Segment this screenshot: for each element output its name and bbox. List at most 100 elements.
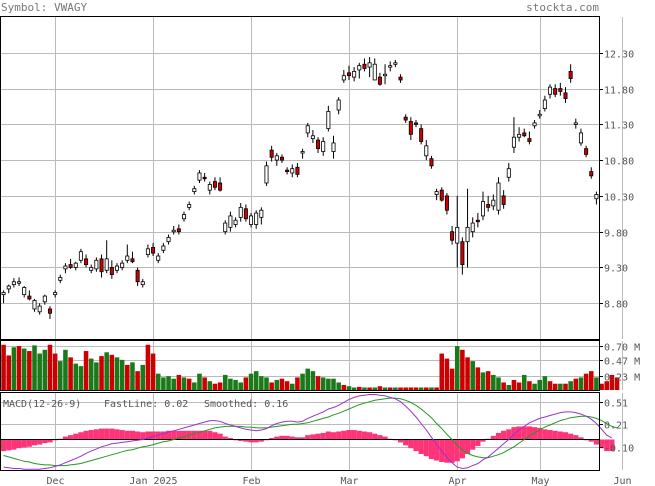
- volume-bar: [181, 377, 187, 390]
- volume-bar: [496, 377, 501, 390]
- macd-histogram-bar: [449, 439, 455, 463]
- candle-up: [352, 70, 357, 78]
- macd-histogram-bar: [593, 439, 599, 445]
- volume-bar: [83, 351, 89, 390]
- macd-tick-label: 0.21: [604, 421, 628, 432]
- price-grid: [1, 17, 623, 339]
- volume-bar: [491, 374, 496, 390]
- volume-bar: [351, 387, 357, 390]
- macd-histogram-bar: [37, 439, 43, 445]
- price-tick-label: 10.30: [604, 193, 634, 204]
- macd-histogram-bar: [305, 435, 311, 440]
- site-label: stockta.com: [526, 1, 599, 14]
- macd-histogram-bar: [490, 435, 496, 440]
- volume-bar: [16, 346, 22, 390]
- candle-up: [78, 251, 83, 261]
- macd-histogram-bar: [413, 439, 419, 452]
- candle-down: [269, 149, 274, 158]
- volume-bar: [588, 371, 594, 390]
- volume-bar: [336, 382, 341, 390]
- price-tick-label: 8.80: [604, 300, 628, 311]
- macd-panel-border: [0, 392, 600, 471]
- macd-histogram-bar: [341, 430, 347, 440]
- volume-bar: [527, 381, 532, 390]
- volume-bar: [408, 387, 414, 390]
- candle-up: [383, 73, 388, 77]
- candle-down: [279, 156, 284, 161]
- candle-up: [187, 204, 192, 208]
- candle-up: [470, 222, 475, 233]
- macd-histogram-bar: [150, 431, 156, 440]
- candle-up: [37, 305, 42, 313]
- candle-up: [228, 215, 233, 228]
- macd-histogram-bar: [42, 439, 48, 444]
- macd-histogram-bar: [217, 433, 223, 440]
- volume-bar: [228, 378, 233, 390]
- volume-bar: [238, 382, 243, 390]
- macd-histogram-bar: [428, 439, 435, 460]
- volume-bar: [109, 354, 115, 390]
- volume-bar: [434, 387, 439, 390]
- volume-bar: [171, 378, 176, 390]
- candle-up: [223, 222, 228, 233]
- candle-up: [120, 262, 125, 268]
- volume-bar: [429, 387, 434, 390]
- volume-bar: [6, 355, 12, 390]
- candle-down: [47, 308, 52, 314]
- volume-tick-label: 0.47 M: [604, 357, 640, 368]
- volume-bar: [568, 381, 573, 390]
- macd-fast-line: [3, 394, 613, 470]
- volume-bar: [78, 366, 84, 390]
- volume-bar: [150, 353, 156, 390]
- volume-tick-label: 0.70 M: [604, 343, 640, 354]
- volume-bar: [583, 373, 589, 390]
- x-tick-label: Jan 2025: [129, 476, 177, 486]
- candle-down: [553, 88, 558, 95]
- macd-histogram-bar: [202, 430, 208, 440]
- volume-bar: [58, 361, 63, 390]
- candle-down: [429, 158, 434, 167]
- volume-bar: [32, 345, 37, 390]
- macd-histogram-bar: [480, 439, 486, 442]
- macd-histogram-bar: [609, 439, 615, 452]
- candle-down: [398, 76, 403, 81]
- candle-up: [393, 62, 398, 65]
- volume-bar: [439, 353, 445, 390]
- volume-bar: [331, 378, 336, 390]
- candle-up: [125, 255, 130, 261]
- macd-histogram-bar: [181, 430, 187, 440]
- volume-bar: [264, 377, 269, 390]
- macd-histogram-bar: [459, 439, 465, 459]
- macd-histogram-bar: [6, 439, 12, 451]
- macd-histogram-bar: [423, 439, 429, 457]
- volume-bar: [382, 387, 388, 390]
- macd-histogram-bar: [330, 432, 337, 440]
- volume-bar: [315, 376, 321, 390]
- volume-bar: [279, 378, 285, 390]
- candle-up: [481, 201, 486, 217]
- macd-legend-smoothed: Smoothed: 0.16: [204, 399, 288, 410]
- symbol-label: Symbol: VWAGY: [1, 1, 87, 14]
- volume-bar: [424, 387, 429, 390]
- volume-bar: [609, 374, 615, 390]
- candle-down: [130, 258, 135, 263]
- candle-up: [341, 75, 346, 81]
- macd-histogram-bar: [78, 432, 84, 440]
- volume-bar: [155, 373, 161, 390]
- candle-down: [522, 132, 527, 137]
- macd-histogram-bar: [336, 431, 342, 440]
- macd-histogram-bar: [129, 430, 136, 440]
- candle-down: [408, 121, 413, 135]
- candle-up: [594, 194, 599, 200]
- volume-bar: [197, 373, 202, 390]
- volume-bar: [166, 376, 171, 390]
- volume-bar: [454, 346, 460, 390]
- candle-up: [249, 215, 254, 225]
- candle-up: [254, 212, 259, 225]
- macd-histogram-bar: [289, 436, 295, 440]
- macd-histogram-bar: [227, 438, 233, 440]
- macd-histogram-bar: [568, 433, 574, 440]
- price-tick-label: 11.80: [604, 86, 634, 97]
- macd-histogram-bar: [526, 426, 532, 440]
- macd-histogram-bar: [604, 439, 610, 452]
